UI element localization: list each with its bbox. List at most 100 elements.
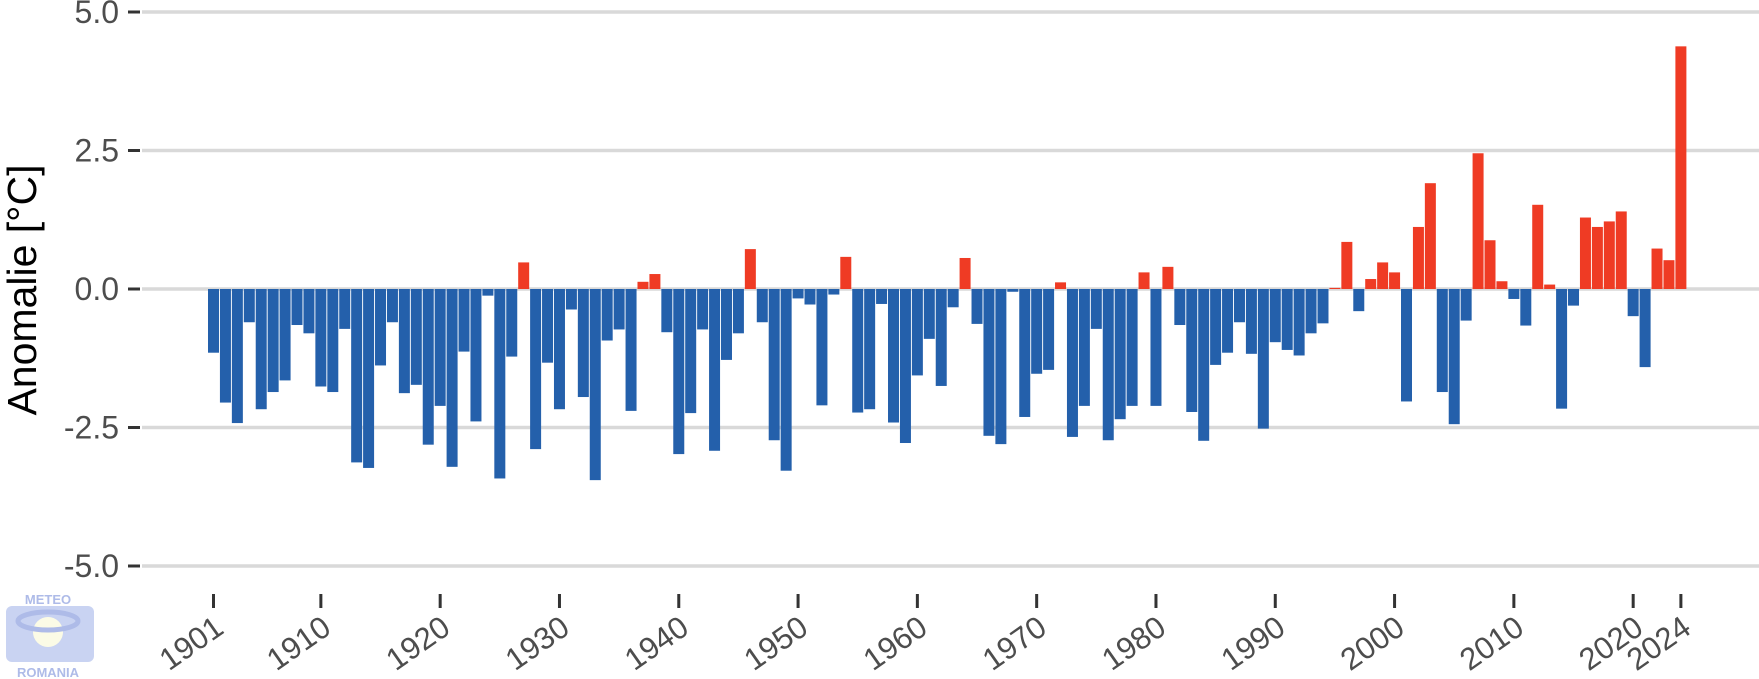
- bar-1928: [530, 289, 542, 450]
- bar-1981: [1162, 266, 1174, 289]
- x-tick-label: 1950: [738, 609, 815, 677]
- bar-1901: [208, 289, 219, 353]
- bar-1954: [840, 256, 852, 289]
- y-axis: 5.0 2.5 0.0 -2.5 -5.0: [64, 0, 140, 584]
- bar-1991: [1281, 289, 1293, 350]
- bar-2003: [1424, 183, 1436, 289]
- bar-1903: [231, 289, 243, 424]
- bar-2012: [1532, 204, 1544, 289]
- bar-1926: [506, 289, 518, 357]
- x-tick-label: 1970: [976, 609, 1053, 677]
- bar-1924: [482, 289, 494, 296]
- bar-1915: [375, 289, 387, 366]
- bar-1998: [1365, 279, 1377, 289]
- bar-2021: [1639, 289, 1651, 368]
- bar-1999: [1377, 262, 1389, 289]
- bar-1923: [470, 289, 482, 422]
- bar-1948: [768, 289, 780, 441]
- bar-1935: [613, 289, 625, 330]
- bar-1917: [398, 289, 410, 394]
- bar-1976: [1102, 289, 1114, 441]
- bars: [208, 46, 1687, 481]
- bar-1984: [1198, 289, 1210, 441]
- x-tick-label: 1920: [380, 609, 457, 677]
- bar-1946: [744, 249, 756, 289]
- bar-1987: [1233, 289, 1245, 323]
- bar-1938: [649, 274, 661, 289]
- bar-1979: [1138, 272, 1150, 289]
- bar-1945: [732, 289, 744, 334]
- bar-1929: [542, 289, 554, 363]
- bar-1964: [959, 257, 971, 289]
- bar-1909: [303, 289, 315, 334]
- bar-1986: [1222, 289, 1234, 353]
- bar-1969: [1019, 289, 1031, 417]
- bar-1985: [1210, 289, 1222, 365]
- bar-1905: [255, 289, 267, 410]
- bar-1953: [828, 289, 840, 295]
- bar-2020: [1627, 289, 1639, 317]
- bar-2016: [1579, 217, 1591, 289]
- bar-1914: [363, 289, 375, 468]
- bar-1902: [219, 289, 231, 403]
- bar-1952: [816, 289, 828, 406]
- bar-1913: [351, 289, 363, 463]
- bar-1968: [1007, 289, 1019, 292]
- bar-2002: [1412, 226, 1424, 289]
- bar-1959: [899, 289, 911, 444]
- bar-1936: [625, 289, 637, 411]
- bar-1919: [422, 289, 434, 445]
- bar-1960: [911, 289, 923, 376]
- bar-1932: [577, 289, 589, 398]
- x-tick-label: 2000: [1334, 609, 1411, 677]
- bar-1939: [661, 289, 673, 333]
- bar-1941: [685, 289, 697, 414]
- bar-2024: [1675, 46, 1687, 289]
- x-tick-label: 1910: [260, 609, 337, 677]
- bar-1927: [518, 262, 530, 289]
- y-tick-label: -2.5: [64, 410, 119, 446]
- bar-1912: [339, 289, 351, 329]
- bar-1920: [434, 289, 446, 406]
- bar-1930: [553, 289, 565, 410]
- logo-text-top: METEO: [25, 592, 71, 607]
- bar-2023: [1663, 260, 1675, 289]
- x-tick-label: 1901: [153, 609, 230, 677]
- y-tick-label: -5.0: [64, 548, 119, 584]
- bar-1980: [1150, 289, 1162, 406]
- bar-1978: [1126, 289, 1138, 406]
- y-tick-label: 0.0: [75, 271, 119, 307]
- bar-1906: [267, 289, 279, 393]
- bar-1907: [279, 289, 291, 381]
- bar-2014: [1556, 289, 1568, 409]
- x-tick-label: 1940: [618, 609, 695, 677]
- bar-1943: [709, 289, 721, 451]
- x-tick-label: 1980: [1095, 609, 1172, 677]
- bar-2022: [1651, 248, 1663, 289]
- bar-1961: [923, 289, 935, 339]
- bar-2011: [1520, 289, 1532, 326]
- bar-1997: [1353, 289, 1365, 312]
- bar-1973: [1066, 289, 1078, 437]
- bar-2017: [1591, 226, 1603, 289]
- bar-2001: [1401, 289, 1412, 402]
- bar-1925: [494, 289, 506, 479]
- bar-1977: [1114, 289, 1126, 420]
- bar-1911: [327, 289, 339, 393]
- x-tick-label: 1990: [1215, 609, 1292, 677]
- bar-1988: [1245, 289, 1257, 354]
- bar-1956: [864, 289, 876, 410]
- bar-1908: [291, 289, 303, 326]
- bar-2004: [1436, 289, 1448, 393]
- bar-1957: [876, 289, 888, 304]
- bar-1975: [1090, 289, 1102, 329]
- bar-1965: [971, 289, 983, 324]
- bar-1989: [1257, 289, 1269, 429]
- bar-1904: [243, 289, 255, 323]
- bar-1970: [1031, 289, 1043, 374]
- bar-1940: [673, 289, 685, 455]
- bar-1974: [1078, 289, 1090, 406]
- bar-1955: [852, 289, 864, 413]
- bar-2013: [1544, 284, 1556, 289]
